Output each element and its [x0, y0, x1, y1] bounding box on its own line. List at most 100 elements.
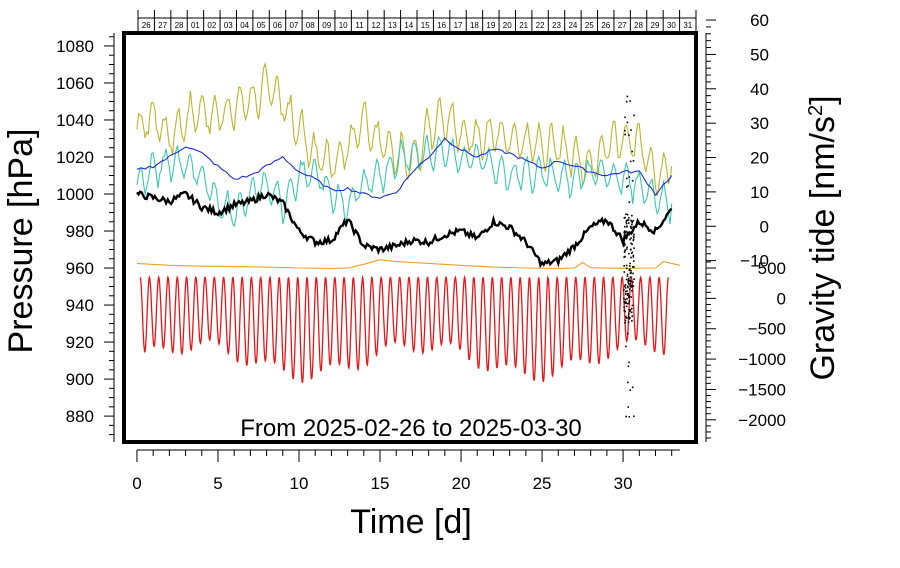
scatter-point	[631, 226, 633, 229]
scatter-point	[628, 317, 631, 320]
scatter-point	[624, 322, 626, 324]
series-line-olive	[136, 61, 673, 197]
scatter-point	[627, 332, 629, 335]
scatter-point	[628, 288, 631, 291]
scatter-point	[630, 242, 632, 245]
scatter-point	[625, 267, 628, 270]
scatter-point	[627, 292, 629, 295]
y-left-tick-label: 920	[66, 333, 94, 352]
scatter-point	[630, 286, 633, 288]
scatter-point	[623, 289, 625, 291]
date-label: 31	[683, 21, 692, 30]
x-tick-label: 25	[533, 474, 552, 493]
scatter-point	[632, 285, 635, 288]
date-label: 18	[470, 21, 479, 30]
scatter-point	[624, 234, 626, 236]
tick-layer	[104, 19, 716, 462]
y-right-lower-tick-label: −500	[748, 320, 786, 339]
y-right-lower-tick-label: −1000	[738, 350, 786, 369]
scatter-point	[630, 256, 632, 259]
date-label: 05	[257, 21, 266, 30]
scatter-point	[630, 270, 632, 272]
scatter-point	[625, 305, 628, 308]
scatter-point	[627, 286, 629, 289]
scatter-point	[628, 277, 630, 280]
scatter-point	[626, 225, 628, 228]
date-label: 16	[437, 21, 446, 30]
scatter-point	[629, 262, 631, 265]
scatter-point	[631, 304, 634, 307]
date-label: 06	[273, 21, 282, 30]
date-label: 04	[240, 21, 249, 30]
date-label: 28	[634, 21, 643, 30]
scatter-point	[624, 298, 627, 301]
scatter-point	[626, 290, 628, 292]
scatter-point	[624, 129, 626, 132]
scatter-point	[627, 406, 630, 408]
date-label: 29	[651, 21, 660, 30]
scatter-point	[631, 281, 634, 283]
scatter-point	[627, 315, 630, 317]
scatter-point	[628, 283, 630, 285]
scatter-point	[631, 180, 634, 182]
date-label: 21	[519, 21, 528, 30]
scatter-point	[625, 219, 628, 222]
scatter-point	[628, 176, 631, 178]
scatter-point	[631, 289, 633, 292]
y-right-upper-tick-label: −10	[740, 252, 769, 271]
y-right-upper-tick-label: 30	[750, 114, 769, 133]
series-line-black	[136, 190, 673, 269]
y-axis-right-title: Gravity tide [nm/s2]	[804, 95, 842, 380]
plot-frame	[122, 31, 698, 444]
scatter-point	[631, 266, 634, 268]
y-right-upper-tick-label: 10	[750, 183, 769, 202]
scatter-point	[624, 287, 627, 289]
scatter-point	[624, 290, 627, 293]
y-right-upper-tick-label: 40	[750, 80, 769, 99]
y-axis-right-title-main: Gravity tide [nm/s	[804, 116, 842, 381]
scatter-point	[629, 238, 631, 241]
y-left-tick-label: 960	[66, 259, 94, 278]
scatter-point	[626, 275, 629, 277]
scatter-point	[629, 308, 632, 311]
scatter-point	[626, 219, 629, 221]
y-right-upper-tick-label: 0	[760, 217, 769, 236]
scatter-point	[624, 232, 626, 234]
scatter-point	[629, 100, 631, 102]
scatter-point	[631, 284, 633, 287]
scatter-point	[632, 238, 635, 240]
y-left-tick-label: 1000	[56, 185, 94, 204]
scatter-point	[630, 219, 632, 222]
scatter-point	[625, 278, 628, 281]
date-label: 17	[454, 21, 463, 30]
x-axis-title: Time [d]	[350, 503, 472, 541]
scatter-point	[630, 271, 632, 274]
x-tick-label: 5	[213, 474, 222, 493]
scatter-point	[625, 221, 628, 223]
date-label: 01	[191, 21, 200, 30]
y-left-tick-label: 880	[66, 407, 94, 426]
y-left-tick-label: 900	[66, 370, 94, 389]
y-right-lower-tick-label: −2000	[738, 411, 786, 430]
scatter-point	[632, 415, 635, 418]
scatter-point	[630, 252, 633, 255]
scatter-point	[632, 260, 635, 262]
scatter-point	[629, 276, 632, 278]
scatter-point	[628, 252, 630, 255]
scatter-point	[632, 254, 635, 257]
scatter-point	[630, 280, 633, 283]
date-label: 19	[486, 21, 495, 30]
scatter-point	[630, 237, 632, 239]
scatter-point	[628, 134, 630, 137]
scatter-point	[624, 230, 626, 232]
scatter-point	[630, 296, 632, 298]
scatter-point	[624, 284, 627, 286]
scatter-point	[633, 236, 635, 239]
y-left-tick-label: 1080	[56, 37, 94, 56]
scatter-point	[627, 222, 630, 224]
scatter-point	[628, 416, 631, 418]
y-right-upper-tick-label: 60	[750, 11, 769, 30]
scatter-point	[628, 201, 631, 203]
y-axis-left-title: Pressure [hPa]	[2, 129, 40, 354]
date-range-annotation: From 2025-02-26 to 2025-03-30	[240, 415, 582, 442]
